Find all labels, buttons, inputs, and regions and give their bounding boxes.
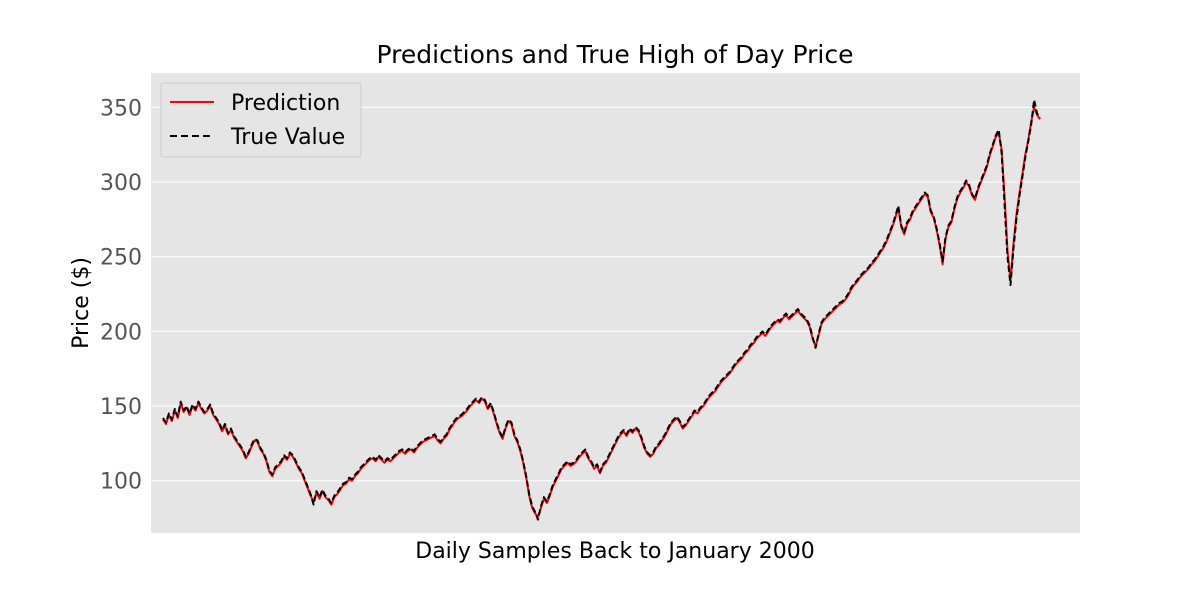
series-line-true-value [162, 98, 1041, 521]
series-lines [162, 98, 1041, 521]
chart-title: Predictions and True High of Day Price [377, 40, 854, 69]
y-axis-label: Price ($) [69, 257, 94, 349]
y-tick-label: 100 [100, 470, 142, 495]
y-tick-label: 150 [100, 395, 142, 420]
grid-lines [151, 106, 1080, 482]
y-axis-ticks: 100 150 200 250 300 350 [100, 96, 142, 494]
y-tick-label: 200 [100, 320, 142, 345]
y-tick-label: 250 [100, 246, 142, 271]
y-tick-label: 300 [100, 171, 142, 196]
legend-label-true-value: True Value [230, 125, 345, 150]
x-axis-label: Daily Samples Back to January 2000 [415, 539, 814, 564]
legend-label-prediction: Prediction [231, 91, 340, 116]
y-tick-label: 350 [100, 96, 142, 121]
legend: Prediction True Value [160, 82, 362, 158]
